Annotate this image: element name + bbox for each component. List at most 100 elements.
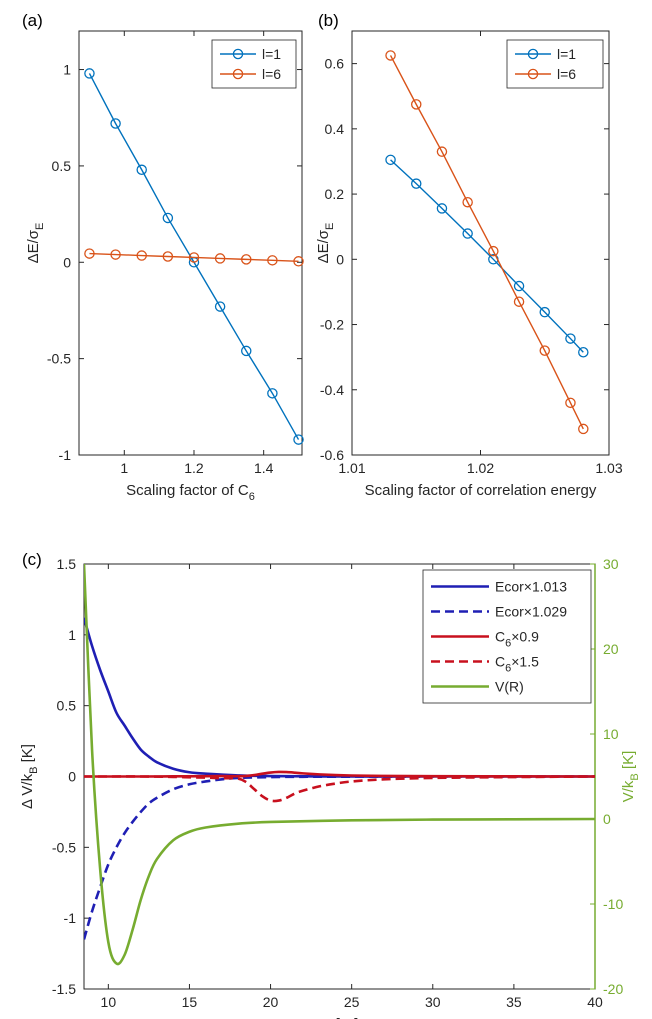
x-tick-label: 35	[506, 994, 522, 1010]
y-tick-label: -1	[59, 447, 72, 463]
legend-marker-0	[232, 48, 244, 60]
legend-label-0: l=1	[262, 46, 281, 62]
series-0-point-3	[162, 212, 174, 224]
y-axis-label: ΔE/σE	[315, 223, 336, 264]
x-axis-label: Scaling factor of correlation energy	[365, 482, 597, 499]
legend-box	[211, 39, 297, 89]
legend-box	[506, 39, 604, 89]
y2-tick-label: 10	[603, 726, 619, 742]
y-tick-label: -0.6	[320, 447, 344, 463]
x-axis-label-end: ]	[354, 1016, 358, 1019]
x-tick-label: 20	[263, 994, 279, 1010]
y-axis-label-sub: E	[324, 223, 336, 230]
series-1-point-3	[462, 196, 473, 208]
x-tick-label: 1.03	[595, 460, 622, 476]
series-0-point-5	[214, 301, 226, 312]
panel-b: (b) 1.01 1.02 1.03 -0.6 -0.4 -0.2 0 0.2 0.4 0.6 Sc…	[315, 11, 623, 499]
x-axis-label-text: Scaling factor of C	[126, 482, 249, 499]
y-axis-label-text: ΔE/σ	[315, 229, 332, 263]
series-0-point-7	[565, 333, 576, 344]
x-tick-label: 1.02	[467, 460, 494, 476]
legend-label-end: ×1.5	[511, 654, 539, 670]
y-tick-label: 0.6	[325, 56, 345, 72]
x-tick-label: 40	[587, 994, 603, 1010]
legend-marker-0	[527, 48, 539, 60]
series-1-point-3	[162, 251, 174, 262]
series-1-point-4	[488, 245, 499, 257]
y-tick-label: -0.4	[320, 382, 344, 398]
series-0-point-3	[462, 228, 473, 239]
series-1-point-8	[578, 423, 589, 435]
x-tick-label: 10	[101, 994, 117, 1010]
y-axis-label: Δ V/kB [K]	[19, 744, 40, 809]
series-1-point-1	[410, 99, 422, 110]
legend-label-0: Ecor×1.013	[495, 579, 567, 595]
series-1-point-2	[136, 250, 147, 261]
y-tick-label: 0.5	[52, 158, 72, 174]
series-1-point-7	[565, 397, 576, 409]
legend-label-sub: 6	[505, 638, 511, 650]
y2-tick-label: 20	[603, 641, 619, 657]
y2-axis-label-text: V/k	[620, 780, 637, 802]
legend-marker-1	[232, 68, 244, 80]
panel-a-label: (a)	[22, 11, 43, 30]
series-0-point-8	[578, 347, 589, 358]
series-0-point-1	[110, 118, 121, 129]
y-axis-label: ΔE/σE	[25, 223, 46, 264]
y-tick-label: -0.5	[47, 351, 71, 367]
legend-label-4: V(R)	[495, 679, 524, 695]
x-tick-label: 15	[182, 994, 198, 1010]
series-1-point-5	[214, 253, 226, 264]
series-line-3	[84, 775, 595, 803]
legend-label-0: l=1	[557, 46, 576, 62]
series-0-point-8	[293, 434, 304, 445]
y-tick-label: 1.5	[57, 556, 77, 572]
series-1-point-5	[513, 296, 525, 307]
x-tick-label: 1.2	[184, 460, 204, 476]
x-tick-label: 1	[120, 460, 128, 476]
y-tick-label: 1	[68, 627, 76, 643]
series-0-point-6	[240, 345, 252, 357]
series-1-point-4	[188, 252, 200, 263]
y-axis-label-text: ΔE/σ	[25, 229, 42, 263]
legend-label-2: C6×0.9	[495, 629, 539, 650]
series-1-point-8	[293, 256, 304, 267]
series-line-0	[390, 159, 584, 353]
x-axis-label-text: Scaling factor of correlation energy	[365, 482, 597, 499]
panel-a: (a) 1 1.2 1.4 -1 -0.5 0 0.5 1 Scaling factor of …	[22, 11, 304, 503]
y-tick-label: -0.5	[52, 839, 76, 855]
series-line-1	[89, 252, 299, 263]
series-0-point-1	[410, 178, 422, 189]
series-line-4	[84, 564, 595, 966]
y-tick-label: 1	[63, 62, 71, 78]
panel-c-label: (c)	[22, 550, 42, 569]
series-0-point-5	[513, 280, 525, 292]
legend-label-sub: 6	[505, 663, 511, 675]
legend-label-base: C	[495, 629, 505, 645]
y-tick-label: -1	[64, 910, 77, 926]
y-axis-label-sub: E	[34, 223, 46, 230]
y-tick-label: 0	[68, 769, 76, 785]
y-tick-label: 0	[336, 251, 344, 267]
x-tick-label: 1.4	[254, 460, 274, 476]
x-axis-label: Scaling factor of C6	[126, 482, 255, 503]
x-axis-label: R [a0]	[321, 1016, 359, 1019]
series-line-2	[84, 770, 595, 778]
y-axis-label-sub: B	[28, 767, 40, 774]
series-1-point-0	[84, 248, 95, 259]
y2-tick-label: 0	[603, 811, 611, 827]
legend-marker-1	[527, 68, 539, 80]
x-axis-label-sub: 6	[249, 491, 255, 503]
y-tick-label: 0.5	[57, 698, 77, 714]
panel-c: (c) 10 15 20 25 30 35 40 -1.5 -1 -0.5 0 0.5 1 1.5 R [a…	[19, 550, 641, 1019]
y2-tick-label: -20	[603, 981, 623, 997]
y2-tick-label: 30	[603, 556, 619, 572]
series-1-point-6	[539, 345, 551, 356]
series-1-point-7	[267, 255, 278, 266]
series-line-0	[84, 617, 595, 778]
legend-label-1: l=6	[262, 66, 281, 82]
series-0-point-0	[385, 154, 396, 166]
y-tick-label: 0.2	[325, 186, 345, 202]
series-1-point-2	[436, 146, 448, 157]
